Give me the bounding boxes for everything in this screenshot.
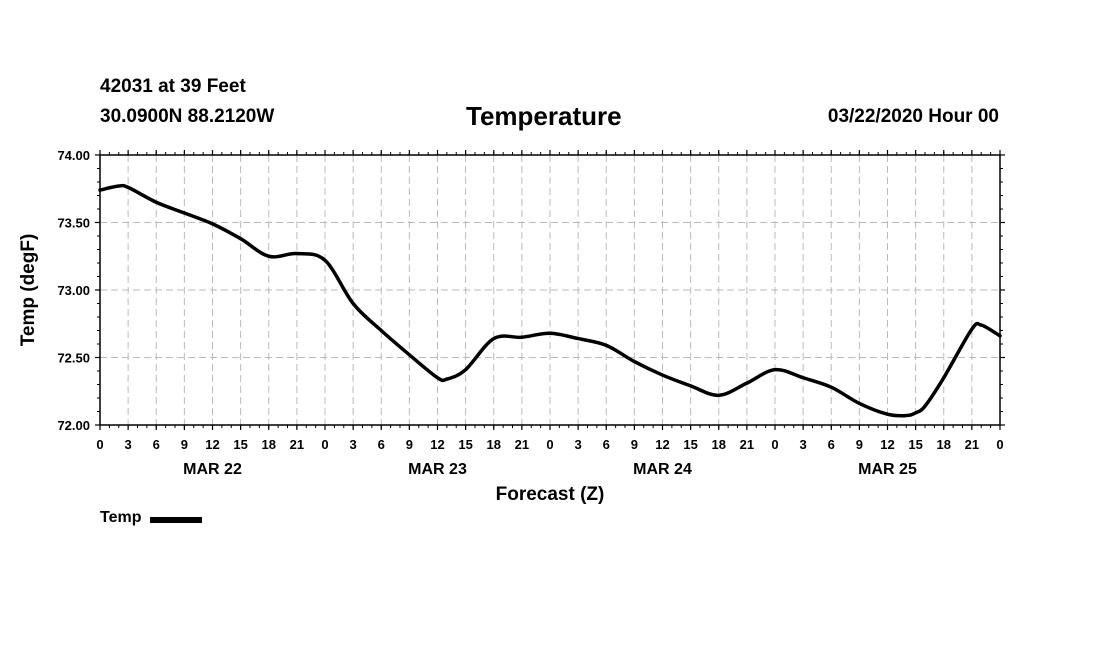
data-point xyxy=(445,377,449,381)
data-point xyxy=(632,360,636,364)
data-point xyxy=(829,385,833,389)
data-point xyxy=(520,335,524,339)
data-point xyxy=(323,258,327,262)
x-tick-label: 6 xyxy=(603,437,610,452)
x-tick-label: 0 xyxy=(771,437,778,452)
x-tick-label: 18 xyxy=(937,437,951,452)
x-tick-label: 15 xyxy=(683,437,697,452)
x-tick-label: 6 xyxy=(378,437,385,452)
x-tick-label: 3 xyxy=(125,437,132,452)
x-tick-label: 0 xyxy=(996,437,1003,452)
data-point xyxy=(661,373,664,377)
data-point xyxy=(604,343,608,347)
day-label: MAR 23 xyxy=(408,461,467,478)
x-tick-label: 15 xyxy=(233,437,247,452)
data-point xyxy=(970,327,974,331)
x-tick-label: 0 xyxy=(546,437,553,452)
y-tick-label: 72.50 xyxy=(57,351,90,366)
data-point xyxy=(211,222,214,226)
x-tick-label: 3 xyxy=(575,437,582,452)
x-tick-label: 0 xyxy=(96,437,103,452)
day-label: MAR 24 xyxy=(633,461,692,478)
data-point xyxy=(295,252,299,256)
data-point xyxy=(801,376,805,380)
gridlines xyxy=(100,155,1000,425)
data-point xyxy=(492,337,496,341)
data-point xyxy=(267,254,271,258)
x-tick-label: 12 xyxy=(205,437,219,452)
x-tick-label: 9 xyxy=(631,437,638,452)
x-tick-label: 9 xyxy=(406,437,413,452)
legend-label: Temp xyxy=(100,509,142,526)
x-tick-label: 6 xyxy=(828,437,835,452)
chart-title: Temperature xyxy=(466,101,622,131)
data-point xyxy=(548,331,552,335)
x-tick-label: 3 xyxy=(800,437,807,452)
x-tick-label: 21 xyxy=(515,437,529,452)
data-point xyxy=(182,211,186,215)
y-tick-label: 73.00 xyxy=(57,283,90,298)
axis-labels: 72.00 72.50 73.00 73.50 74.00 0 3 6 9 12 15 18 21 0 3 6… xyxy=(18,148,1004,505)
coordinates-label: 30.0900N 88.2120W xyxy=(100,106,275,127)
data-point xyxy=(886,412,889,416)
data-point xyxy=(904,414,908,418)
data-point xyxy=(239,237,243,241)
station-label: 42031 at 39 Feet xyxy=(100,76,246,97)
x-axis-title: Forecast (Z) xyxy=(496,484,605,505)
y-tick-label: 72.00 xyxy=(57,418,90,433)
y-tick-label: 73.50 xyxy=(57,216,90,231)
y-tick-label: 74.00 xyxy=(57,148,90,163)
series-layer xyxy=(98,183,1002,418)
data-point xyxy=(126,185,130,189)
data-point xyxy=(979,323,983,327)
y-axis-title: Temp (degF) xyxy=(18,234,39,347)
axis-ticks xyxy=(95,150,1005,430)
data-point xyxy=(689,384,693,388)
x-tick-label: 6 xyxy=(153,437,160,452)
data-point xyxy=(745,381,749,385)
x-tick-label: 21 xyxy=(965,437,979,452)
x-tick-label: 15 xyxy=(458,437,472,452)
run-time-label: 03/22/2020 Hour 00 xyxy=(827,106,999,127)
x-tick-label: 15 xyxy=(908,437,922,452)
legend: Temp xyxy=(100,509,203,527)
data-point xyxy=(436,376,439,380)
data-point xyxy=(576,337,580,341)
x-tick-label: 12 xyxy=(880,437,894,452)
data-point xyxy=(407,353,411,357)
data-point xyxy=(351,302,355,305)
data-point xyxy=(923,404,927,408)
data-point xyxy=(154,200,158,204)
day-label: MAR 25 xyxy=(858,461,917,478)
x-tick-label: 9 xyxy=(181,437,188,452)
data-point xyxy=(942,376,946,380)
x-tick-label: 18 xyxy=(262,437,276,452)
x-tick-label: 0 xyxy=(321,437,328,452)
day-label: MAR 22 xyxy=(183,461,242,478)
x-tick-label: 18 xyxy=(487,437,501,452)
x-tick-label: 9 xyxy=(856,437,863,452)
x-tick-label: 21 xyxy=(740,437,754,452)
data-point xyxy=(464,368,468,372)
data-point xyxy=(117,184,121,188)
x-tick-label: 12 xyxy=(655,437,669,452)
data-point xyxy=(717,393,721,397)
x-tick-label: 3 xyxy=(350,437,357,452)
x-tick-label: 12 xyxy=(430,437,444,452)
data-point xyxy=(857,401,861,405)
legend-swatch xyxy=(150,517,203,523)
data-point xyxy=(773,368,777,372)
data-point xyxy=(914,411,918,415)
data-point xyxy=(379,329,383,332)
x-tick-label: 21 xyxy=(290,437,304,452)
x-tick-label: 18 xyxy=(712,437,726,452)
